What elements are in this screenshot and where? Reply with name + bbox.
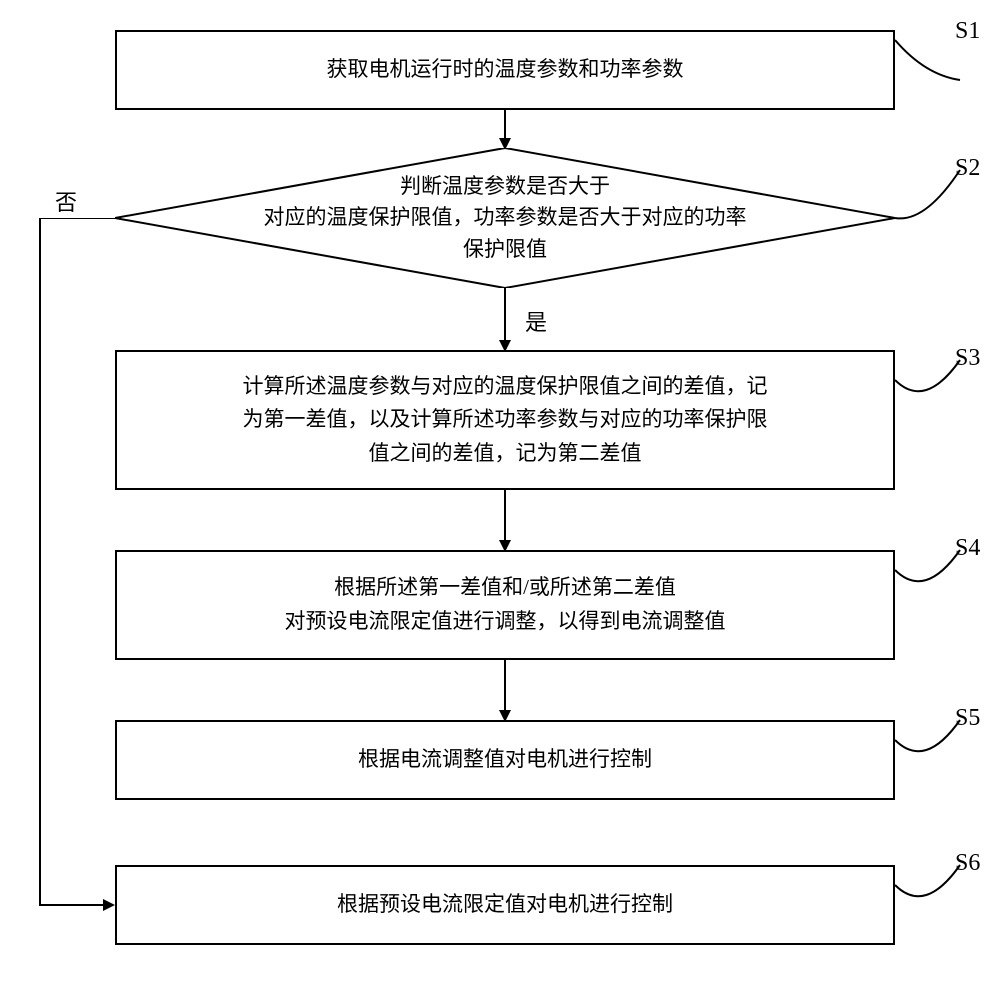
- step-s4-box: 根据所述第一差值和/或所述第二差值 对预设电流限定值进行调整，以得到电流调整值: [115, 550, 895, 660]
- step-s3-box: 计算所述温度参数与对应的温度保护限值之间的差值，记 为第一差值，以及计算所述功率…: [115, 350, 895, 490]
- step-s1-box: 获取电机运行时的温度参数和功率参数: [115, 30, 895, 110]
- arrow-no-path: [30, 218, 120, 918]
- step-s3-text: 计算所述温度参数与对应的温度保护限值之间的差值，记 为第一差值，以及计算所述功率…: [243, 370, 768, 471]
- step-s6-box: 根据预设电流限定值对电机进行控制: [115, 865, 895, 945]
- step-s5-text: 根据电流调整值对电机进行控制: [358, 743, 652, 777]
- step-s4-label: S4: [955, 535, 980, 562]
- flowchart-container: 获取电机运行时的温度参数和功率参数 S1 判断温度参数是否大于 对应的温度保护限…: [0, 0, 1000, 989]
- step-s6-text: 根据预设电流限定值对电机进行控制: [337, 888, 673, 922]
- arrow-s1-s2: [495, 110, 515, 150]
- step-s2-text: 判断温度参数是否大于 对应的温度保护限值，功率参数是否大于对应的功率 保护限值: [264, 171, 747, 266]
- step-s2-label: S2: [955, 155, 980, 182]
- step-s6-label: S6: [955, 850, 980, 877]
- step-s4-text: 根据所述第一差值和/或所述第二差值 对预设电流限定值进行调整，以得到电流调整值: [285, 571, 726, 638]
- edge-no-label: 否: [55, 185, 77, 217]
- step-s1-label: S1: [955, 18, 980, 45]
- step-s5-label: S5: [955, 705, 980, 732]
- step-s5-box: 根据电流调整值对电机进行控制: [115, 720, 895, 800]
- step-s3-label: S3: [955, 345, 980, 372]
- arrow-s2-s3: [495, 288, 515, 352]
- edge-yes-label: 是: [525, 305, 547, 337]
- step-s1-text: 获取电机运行时的温度参数和功率参数: [327, 53, 684, 87]
- arrow-s4-s5: [495, 660, 515, 722]
- arrow-s3-s4: [495, 490, 515, 552]
- step-s2-decision: 判断温度参数是否大于 对应的温度保护限值，功率参数是否大于对应的功率 保护限值: [115, 148, 895, 288]
